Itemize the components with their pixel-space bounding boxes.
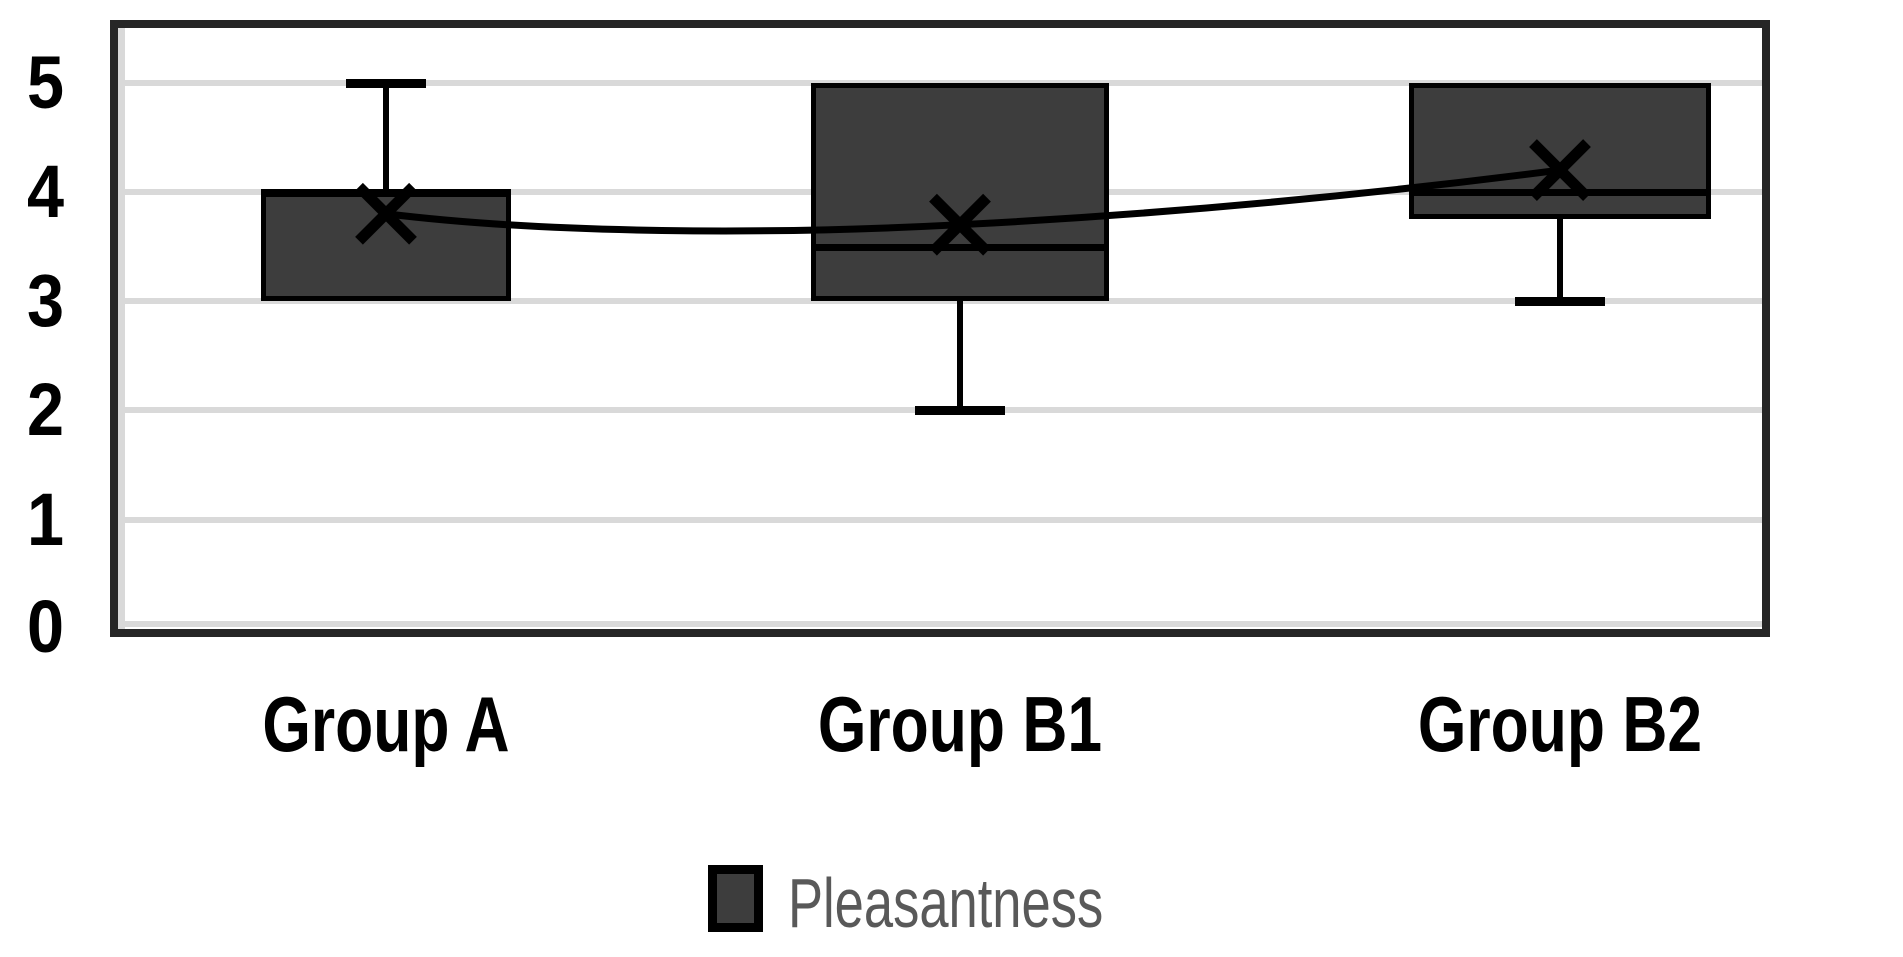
mean-marker-x <box>355 182 417 245</box>
median-line <box>811 243 1109 251</box>
whisker-line <box>383 82 389 192</box>
box-group-a <box>261 191 511 302</box>
gridline <box>118 621 1762 627</box>
whisker-cap <box>1515 297 1605 307</box>
y-tick-label: 4 <box>26 149 65 233</box>
gridline <box>118 298 1762 305</box>
whisker-cap <box>346 78 426 88</box>
median-line <box>261 188 511 196</box>
x-axis-label-group-b2: Group B2 <box>1417 680 1703 768</box>
median-line <box>1409 188 1711 196</box>
y-tick-label: 1 <box>26 477 65 561</box>
legend-swatch-pleasantness <box>708 865 763 932</box>
legend-label: Pleasantness <box>788 864 1104 942</box>
gridline <box>118 516 1762 523</box>
plot-area <box>110 20 1770 637</box>
y-axis-line <box>118 28 125 629</box>
y-tick-label: 3 <box>26 259 65 343</box>
box-group-b2 <box>1409 82 1711 220</box>
mean-line <box>385 166 1561 235</box>
y-tick-label: 0 <box>26 585 65 668</box>
whisker-line <box>957 301 963 411</box>
whisker-cap <box>915 406 1005 416</box>
y-tick-label: 2 <box>26 368 65 452</box>
x-axis-label-group-b1: Group B1 <box>817 680 1103 768</box>
mean-marker-x <box>1529 139 1591 201</box>
mean-line-layer <box>355 139 1591 256</box>
y-tick-label: 5 <box>26 40 65 124</box>
x-axis-label-group-a: Group A <box>262 680 510 768</box>
mean-marker-x <box>929 193 991 256</box>
box-group-b1 <box>811 82 1109 302</box>
whisker-line <box>1557 219 1563 302</box>
